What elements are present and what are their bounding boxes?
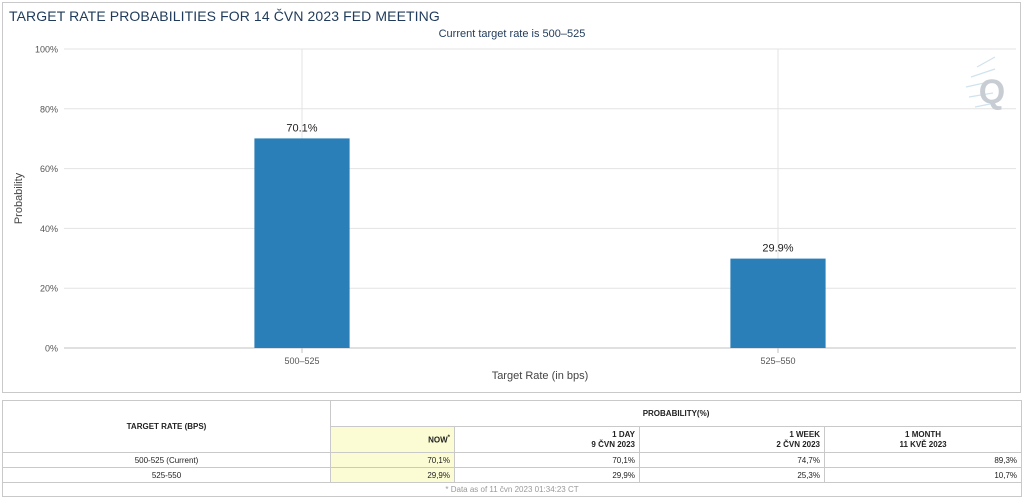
svg-text:Q: Q bbox=[979, 73, 1005, 111]
column-header-now: NOW* bbox=[330, 426, 455, 453]
now-marker: * bbox=[447, 435, 450, 442]
column-date: 2 ČVN 2023 bbox=[776, 439, 820, 449]
value-cell: 74,7% bbox=[639, 452, 825, 468]
bar bbox=[254, 138, 350, 348]
column-label: 1 WEEK bbox=[789, 429, 820, 439]
column-header-1-week: 1 WEEK 2 ČVN 2023 bbox=[639, 426, 825, 453]
data-timestamp-note: * Data as of 11 čvn 2023 01:34:23 CT bbox=[1, 482, 1023, 497]
value-cell: 89,3% bbox=[823, 452, 1023, 468]
value-cell: 29,9% bbox=[454, 467, 640, 483]
chart-subtitle: Current target rate is 500–525 bbox=[439, 28, 586, 40]
table-row: 500-525 (Current) 70,1% 70,1% 74,7% 89,3… bbox=[2, 452, 1023, 468]
q-logo-icon: Q bbox=[965, 56, 1005, 111]
y-tick-label: 40% bbox=[40, 224, 58, 234]
rate-column-header: TARGET RATE (BPS) bbox=[2, 400, 331, 453]
column-date: 11 KVĚ 2023 bbox=[899, 439, 947, 449]
column-label: 1 MONTH bbox=[905, 429, 942, 439]
y-tick-label: 20% bbox=[40, 284, 58, 294]
x-tick-label: 525–550 bbox=[760, 356, 795, 366]
bar-chart: Current target rate is 500–525 0% 20% 40% 60… bbox=[13, 28, 1016, 382]
column-label: NOW bbox=[428, 435, 448, 445]
column-label: 1 DAY bbox=[612, 429, 635, 439]
value-cell: 10,7% bbox=[823, 467, 1023, 483]
y-tick-label: 60% bbox=[40, 164, 58, 174]
y-axis-title: Probability bbox=[13, 172, 25, 224]
bar-data-label: 29.9% bbox=[762, 243, 793, 255]
y-tick-label: 0% bbox=[45, 344, 58, 354]
value-cell-now: 29,9% bbox=[330, 467, 455, 483]
rate-cell: 525-550 bbox=[2, 467, 331, 483]
bar bbox=[730, 258, 826, 348]
bar-data-label: 70.1% bbox=[286, 122, 317, 134]
x-tick-label: 500–525 bbox=[284, 356, 319, 366]
chart-title: TARGET RATE PROBABILITIES FOR 14 ČVN 202… bbox=[9, 8, 440, 24]
value-cell-now: 70,1% bbox=[330, 452, 455, 468]
value-cell: 25,3% bbox=[639, 467, 825, 483]
table-row: 525-550 29,9% 29,9% 25,3% 10,7% bbox=[2, 467, 1023, 483]
y-tick-label: 100% bbox=[35, 45, 58, 55]
x-axis-title: Target Rate (in bps) bbox=[492, 370, 589, 382]
column-header-1-month: 1 MONTH 11 KVĚ 2023 bbox=[823, 426, 1023, 453]
probability-header: PROBABILITY(%) bbox=[329, 400, 1023, 427]
chart-panel: TARGET RATE PROBABILITIES FOR 14 ČVN 202… bbox=[2, 2, 1021, 393]
column-date: 9 ČVN 2023 bbox=[591, 439, 635, 449]
column-header-1-day: 1 DAY 9 ČVN 2023 bbox=[454, 426, 640, 453]
probability-table: TARGET RATE (BPS) PROBABILITY(%) NOW* 1 … bbox=[1, 400, 1023, 497]
rate-cell: 500-525 (Current) bbox=[2, 452, 331, 468]
value-cell: 70,1% bbox=[454, 452, 640, 468]
y-tick-label: 80% bbox=[40, 104, 58, 114]
